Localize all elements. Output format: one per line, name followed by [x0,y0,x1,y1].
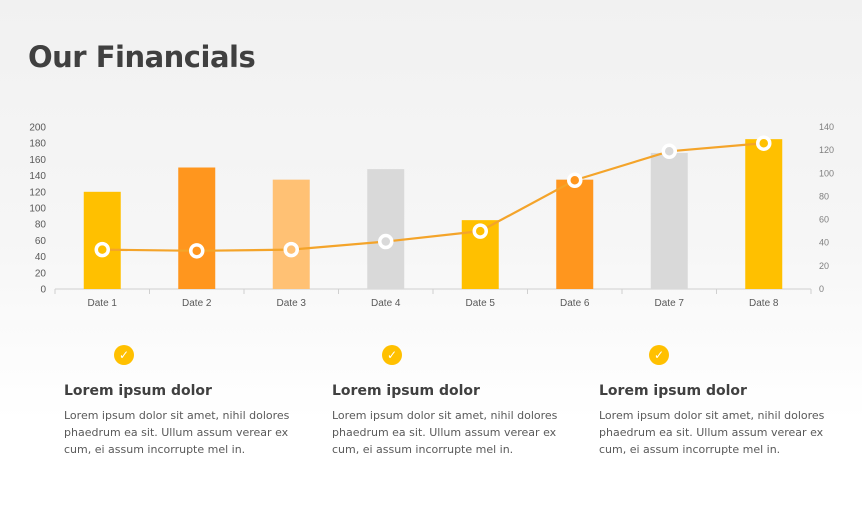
financials-chart: 0 20 40 60 80 100 120 140 160 180 200 0 20 40 60 80 100… [29,122,834,309]
line-point [94,241,110,258]
bar [556,179,594,289]
y-left-tick-label: 20 [35,268,47,279]
feature-item-2: ✓ Lorem ipsum dolor Lorem ipsum dolor si… [332,345,562,458]
y-left-tick-label: 80 [35,220,47,231]
line-point [378,233,394,250]
bar [83,191,121,289]
y-left-tick-label: 160 [29,155,46,166]
y-right-tick-label: 40 [819,238,829,248]
feature-heading: Lorem ipsum dolor [599,383,747,399]
line-point [756,135,772,151]
bar [367,169,405,289]
y-right-tick-label: 100 [819,168,834,178]
check-icon: ✓ [114,345,134,365]
x-tick-label: Date 5 [466,298,496,309]
y-left-tick-label: 140 [29,171,46,182]
y-left-tick-label: 120 [29,187,46,198]
feature-text: Lorem ipsum dolor sit amet, nihil dolore… [332,409,558,456]
bar [650,152,688,289]
y-left-tick-label: 100 [29,204,46,215]
line-point [567,172,583,188]
y-left-tick-label: 0 [40,285,46,296]
y-left-tick-label: 180 [29,139,46,150]
bar [272,179,310,289]
feature-item-1: ✓ Lorem ipsum dolor Lorem ipsum dolor si… [64,345,294,458]
y-left-tick-label: 200 [29,123,46,134]
line-point [472,223,488,239]
x-tick-label: Date 8 [749,298,779,309]
page-title: Our Financials [28,40,256,74]
line-point [283,241,299,258]
y-right-tick-label: 80 [819,191,829,201]
x-tick-label: Date 7 [655,298,685,309]
x-tick-label: Date 6 [560,298,590,309]
feature-heading: Lorem ipsum dolor [64,383,212,399]
line-series [102,142,764,252]
y-right-tick-label: 140 [819,122,834,132]
feature-text: Lorem ipsum dolor sit amet, nihil dolore… [64,409,290,456]
y-right-tick-label: 0 [819,284,824,294]
bar [745,139,783,289]
check-icon: ✓ [382,345,402,365]
x-tick-label: Date 3 [277,298,307,309]
y-right-tick-label: 120 [819,145,834,155]
feature-item-3: ✓ Lorem ipsum dolor Lorem ipsum dolor si… [599,345,829,458]
x-tick-label: Date 1 [88,298,118,309]
y-right-tick-label: 60 [819,215,829,225]
y-left-tick-label: 40 [35,252,47,263]
check-icon: ✓ [649,345,669,365]
line-point [661,143,677,160]
feature-text: Lorem ipsum dolor sit amet, nihil dolore… [599,409,825,456]
x-tick-label: Date 2 [182,298,212,309]
y-left-tick-label: 60 [35,236,47,247]
bar [178,167,216,289]
y-right-tick-label: 20 [819,261,829,271]
feature-heading: Lorem ipsum dolor [332,383,480,399]
line-point [189,243,205,259]
x-tick-label: Date 4 [371,298,401,309]
